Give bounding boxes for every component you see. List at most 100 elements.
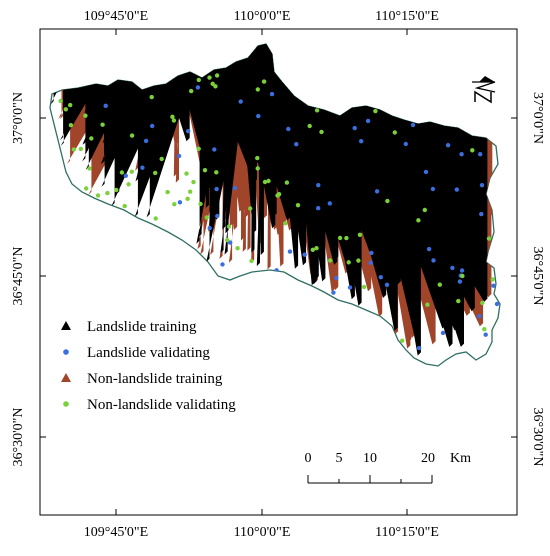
landslide-validating-point: [177, 200, 183, 205]
nonlandslide-validating-point: [149, 94, 154, 100]
nonlandslide-validating-point: [307, 123, 312, 129]
landslide-validating-point: [287, 249, 293, 254]
landslide-validating-point: [286, 126, 291, 132]
nonlandslide-validating-point: [184, 171, 189, 176]
left-tick-label: 36°30'0"N: [11, 408, 26, 467]
scale-bar: 0 5 10 20 Km: [305, 451, 471, 484]
landslide-validating-point: [327, 201, 332, 206]
nonlandslide-validating-point: [58, 98, 63, 104]
nonlandslide-validating-point: [392, 130, 397, 135]
nonlandslide-validating-point: [490, 277, 495, 282]
left-tick-label: 37°0'0"N: [11, 92, 26, 144]
landslide-validating-point: [430, 186, 436, 192]
landslide-validating-point: [378, 275, 383, 280]
nonlandslide-validating-point: [295, 203, 301, 208]
nonlandslide-validating-point: [266, 178, 271, 184]
legend-label: Landslide training: [87, 319, 197, 335]
nonlandslide-validating-point: [202, 168, 208, 173]
nonlandslide-validating-point: [346, 260, 351, 265]
nonlandslide-validating-point: [126, 182, 131, 187]
landslide-validating-point: [491, 283, 496, 288]
landslide-validating-point: [195, 85, 201, 90]
nonlandslide-validating-point: [204, 215, 209, 220]
nonlandslide-validating-point: [153, 170, 158, 176]
nonlandslide-validating-point: [196, 77, 201, 83]
nonlandslide-validating-point: [226, 224, 232, 229]
nonlandslide-validating-point: [78, 146, 84, 152]
nonlandslide-validating-point: [314, 246, 319, 251]
nonlandslide-validating-point: [196, 146, 201, 151]
landslide-validating-point: [232, 185, 238, 191]
right-tick-label: 37°0'0"N: [530, 92, 545, 144]
landslide-validating-point: [347, 285, 353, 290]
nonlandslide-validating-point: [437, 282, 442, 287]
nonlandslide-validating-point: [214, 170, 219, 175]
landslide-validating-point: [459, 268, 465, 273]
landslide-validating-point: [440, 330, 446, 336]
landslide-validating-point: [445, 143, 451, 148]
nonlandslide-validating-point: [337, 235, 343, 241]
nonlandslide-validating-point: [261, 79, 267, 84]
landslide-validating-point: [150, 123, 155, 129]
nonlandslide-validating-point: [248, 206, 253, 211]
nonlandslide-validating-point: [456, 298, 461, 304]
landslide-validating-point: [359, 139, 364, 144]
nonlandslide-validating-point: [486, 236, 492, 241]
landslide-validating-point: [215, 213, 220, 219]
nonlandslide-validating-point: [105, 190, 110, 196]
nonlandslide-validating-point: [159, 156, 164, 162]
nonlandslide-validating-point: [89, 136, 94, 141]
landslide-validating-point: [352, 125, 357, 131]
right-tick-label: 36°30'0"N: [530, 408, 545, 467]
landslide-validating-point: [477, 314, 482, 319]
frame-ticks: [40, 29, 517, 515]
landslide-validating-point: [410, 122, 416, 128]
nonlandslide-validating-point: [129, 169, 134, 174]
top-tick-label: 109°45'0"E: [84, 9, 148, 24]
legend-label: Landslide validating: [87, 345, 210, 361]
nonlandslide-validating-point: [275, 193, 280, 198]
landslide-validating-point: [220, 262, 225, 267]
nonlandslide-validating-point: [71, 147, 77, 152]
landslide-validating-point: [334, 275, 339, 281]
landslide-validating-point: [479, 183, 485, 188]
landslide-training-point: [216, 44, 220, 220]
landslide-validating-point: [238, 99, 243, 104]
landslide-validating-point: [403, 141, 408, 147]
landslide-validating-point: [368, 260, 373, 265]
nonlandslide-validating-point: [356, 258, 361, 263]
top-tick-label: 110°0'0"E: [234, 9, 291, 24]
landslide-validating-point: [256, 113, 261, 119]
landslide-validating-point: [176, 153, 182, 159]
nonlandslide-validating-point: [172, 202, 177, 207]
nonlandslide-validating-point: [255, 166, 260, 171]
nonlandslide-validating-point: [68, 102, 73, 108]
nonlandslide-validating-point: [249, 258, 254, 264]
landslide-validating-point: [384, 282, 390, 287]
nonlandslide-validating-point: [198, 201, 203, 207]
legend-symbol-nonlandslide-validating: [63, 401, 69, 407]
bottom-tick-label: 110°15'0"E: [375, 525, 439, 540]
nonlandslide-validating-point: [185, 196, 190, 201]
nonlandslide-validating-point: [255, 87, 260, 92]
landslide-validating-point: [103, 103, 108, 109]
landslide-validating-point: [374, 189, 380, 194]
nonlandslide-validating-point: [207, 75, 212, 80]
landslide-validating-point: [431, 258, 436, 263]
landslide-validating-point: [294, 142, 299, 147]
nonlandslide-validating-point: [284, 180, 290, 185]
landslide-validating-point: [207, 225, 212, 231]
nonlandslide-validating-point: [328, 258, 333, 263]
nonlandslide-validating-point: [262, 179, 268, 185]
nonlandslide-validating-point: [165, 189, 170, 195]
landslide-validating-point: [212, 147, 217, 152]
bottom-tick-label: 110°0'0"E: [234, 525, 291, 540]
nonlandslide-validating-point: [255, 155, 260, 161]
nonlandslide-validating-point: [189, 88, 194, 94]
landslide-validating-point: [302, 252, 307, 257]
landslide-validating-point: [186, 129, 191, 134]
landslide-validating-point: [227, 240, 233, 245]
nonlandslide-validating-point: [357, 232, 363, 237]
